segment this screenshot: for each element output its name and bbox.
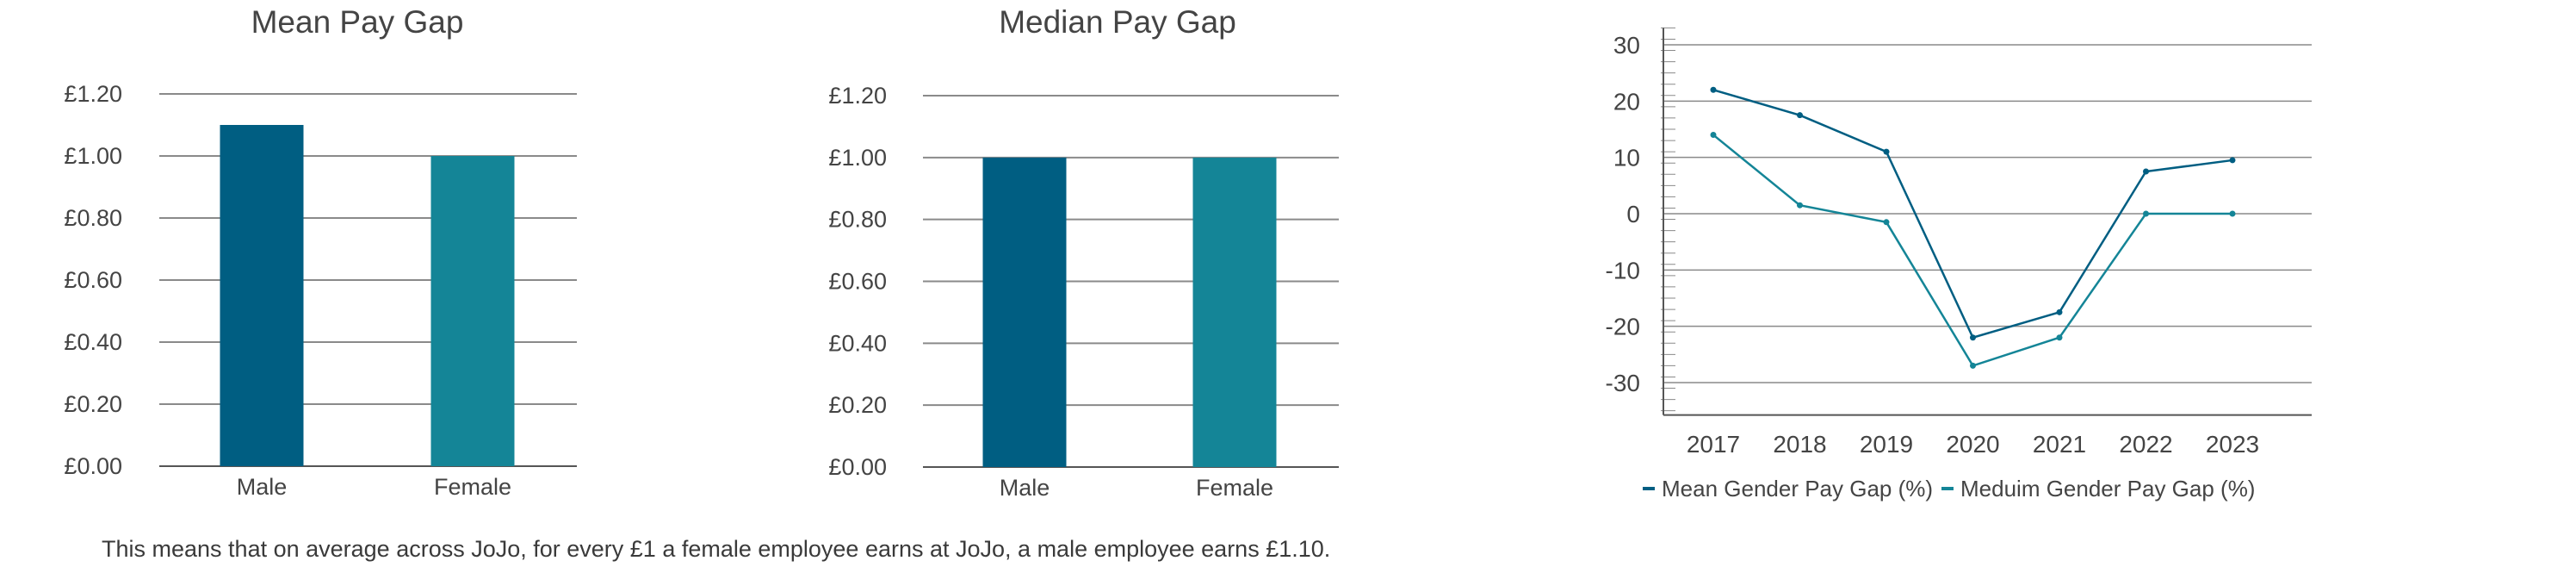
data-point: [2056, 334, 2063, 341]
data-point: [1710, 86, 1717, 93]
y-tick-label: 0: [1626, 201, 1640, 227]
data-point: [2229, 157, 2236, 164]
y-tick-label: £0.00: [64, 453, 122, 479]
data-point: [1797, 112, 1803, 119]
chart-title-2: Median Pay Gap: [999, 4, 1236, 40]
data-point: [2056, 308, 2063, 315]
y-tick-label: 10: [1613, 145, 1640, 171]
data-point: [1883, 148, 1890, 155]
chart-title-1: Mean Pay Gap: [251, 4, 464, 40]
x-tick-label: 2021: [2033, 431, 2086, 458]
y-tick-label: £1.00: [828, 145, 887, 171]
y-tick-label: 30: [1613, 32, 1640, 59]
y-tick-label: -20: [1606, 314, 1640, 340]
y-tick-label: £0.60: [828, 269, 887, 295]
x-category-label: Female: [1196, 475, 1273, 501]
x-category-label: Male: [1000, 475, 1050, 501]
y-tick-label: £0.40: [828, 330, 887, 356]
x-tick-label: 2023: [2206, 431, 2259, 458]
data-point: [2229, 210, 2236, 217]
y-tick-label: £0.60: [64, 267, 122, 293]
bar-female: [1192, 157, 1277, 468]
y-tick-label: £0.80: [828, 207, 887, 233]
summary-note: This means that on average across JoJo, …: [102, 536, 1331, 562]
y-tick-label: £1.00: [64, 143, 122, 169]
y-tick-label: £0.20: [64, 391, 122, 417]
x-tick-label: 2022: [2119, 431, 2172, 458]
y-tick-label: £0.40: [64, 329, 122, 355]
y-tick-label: £1.20: [828, 83, 887, 109]
x-tick-label: 2017: [1687, 431, 1740, 458]
data-point: [1970, 334, 1976, 341]
x-tick-label: 2020: [1946, 431, 1999, 458]
x-tick-label: 2018: [1773, 431, 1826, 458]
bar-female: [430, 156, 515, 466]
y-tick-label: £0.80: [64, 205, 122, 231]
data-point: [1797, 202, 1803, 209]
y-tick-label: -30: [1606, 370, 1640, 396]
data-point: [1970, 362, 1976, 369]
y-tick-label: £0.00: [828, 454, 887, 480]
data-point: [1710, 132, 1717, 139]
x-tick-label: 2019: [1860, 431, 1913, 458]
legend-label: Meduim Gender Pay Gap (%): [1960, 476, 2255, 502]
data-point: [1883, 219, 1890, 226]
bar-male: [982, 157, 1067, 468]
y-tick-label: £1.20: [64, 81, 122, 107]
bar-male: [220, 125, 304, 466]
data-point: [2143, 210, 2149, 217]
legend-label: Mean Gender Pay Gap (%): [1662, 476, 1933, 502]
y-tick-label: 20: [1613, 88, 1640, 115]
y-tick-label: £0.20: [828, 392, 887, 418]
x-category-label: Female: [434, 474, 511, 500]
y-tick-label: -10: [1606, 257, 1640, 284]
data-point: [2143, 168, 2149, 175]
x-category-label: Male: [237, 474, 288, 500]
